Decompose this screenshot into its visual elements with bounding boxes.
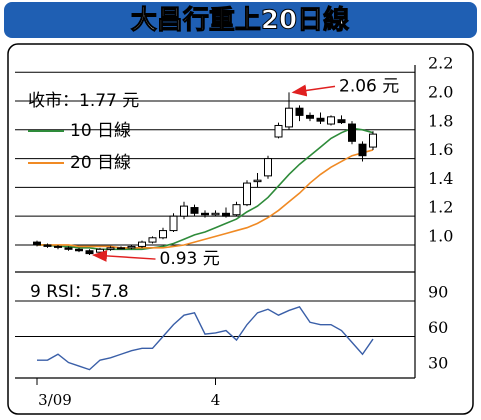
rsi-label: 9 RSI：57.8 (30, 282, 129, 302)
candle-body (232, 204, 241, 216)
candle-body (96, 248, 104, 253)
candle-body (190, 207, 199, 214)
candle-body (180, 205, 188, 217)
candle-body (211, 212, 220, 216)
candle-body (54, 245, 62, 248)
candle-body (159, 230, 167, 239)
candle-body (316, 117, 325, 122)
annotation-text: 2.06 元 (339, 76, 399, 96)
candle-body (127, 245, 136, 249)
candle-body (369, 133, 377, 148)
candle-body (253, 179, 262, 183)
candle-body (138, 241, 146, 247)
candle-body (33, 241, 41, 246)
candle-body (295, 107, 304, 116)
annotation-arrow (291, 84, 336, 97)
candle-body (358, 143, 367, 157)
candle-body (85, 250, 94, 255)
annotation-text: 0.93 元 (160, 249, 220, 269)
candle-body (264, 158, 272, 177)
candle-body (222, 212, 230, 217)
candle-body (43, 244, 52, 247)
ma-line (37, 149, 374, 249)
y-tick-label: 2.0 (428, 82, 453, 101)
y-tick-label: 1.8 (428, 111, 453, 130)
rsi-tick-label: 30 (428, 353, 448, 372)
annotation-arrow (92, 249, 156, 262)
legend-label: 20 日線 (70, 153, 131, 173)
candle-body (337, 119, 346, 124)
y-tick-label: 1.4 (428, 169, 453, 188)
candle-body (117, 247, 125, 250)
candle-body (75, 248, 83, 252)
x-tick-label: 3/09 (38, 391, 72, 409)
candle-body (64, 247, 73, 250)
candle-body (274, 124, 283, 138)
rsi-line (37, 306, 374, 371)
ma-line (37, 127, 374, 251)
candle-body (243, 182, 251, 206)
candle-body (106, 247, 115, 250)
candle-body (201, 212, 209, 216)
y-tick-label: 1.0 (428, 226, 453, 245)
rsi-tick-label: 90 (428, 282, 448, 301)
candle-body (327, 116, 335, 125)
y-tick-label: 2.2 (428, 54, 453, 73)
candle-body (306, 114, 314, 119)
candle-body (285, 107, 293, 128)
rsi-tick-label: 60 (428, 318, 448, 337)
y-tick-label: 1.2 (428, 198, 453, 217)
candle-body (169, 215, 178, 232)
candle-body (348, 123, 356, 142)
x-tick-label: 4 (211, 391, 221, 409)
candle-body (148, 237, 157, 243)
title-bar (4, 2, 477, 38)
chart-title: 大昌行重上20日線 (131, 5, 349, 36)
y-tick-label: 1.6 (428, 140, 453, 159)
legend-label: 10 日線 (70, 121, 131, 141)
